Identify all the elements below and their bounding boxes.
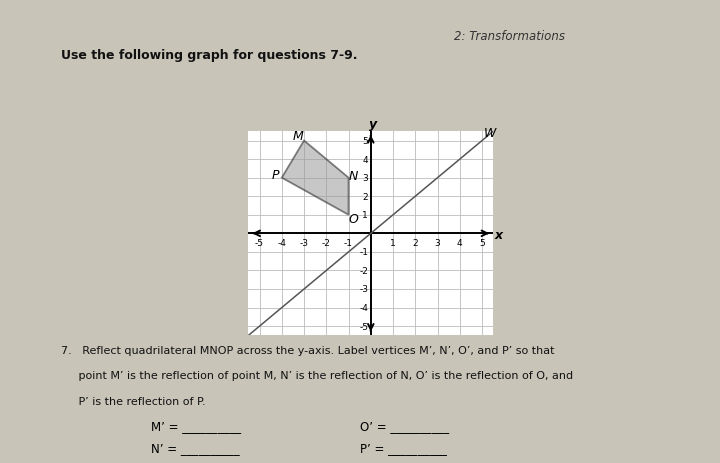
Text: O: O xyxy=(348,213,358,225)
Text: P’ is the reflection of P.: P’ is the reflection of P. xyxy=(61,396,206,406)
Text: 2: 2 xyxy=(362,192,368,201)
Text: P: P xyxy=(271,169,279,182)
Text: 3: 3 xyxy=(362,174,368,183)
Text: W: W xyxy=(484,126,496,139)
Text: N’ = __________: N’ = __________ xyxy=(151,441,240,454)
Text: y: y xyxy=(369,118,377,131)
Polygon shape xyxy=(282,141,348,215)
Text: -4: -4 xyxy=(277,238,287,247)
Text: 3: 3 xyxy=(435,238,441,247)
Text: -3: -3 xyxy=(300,238,309,247)
Text: -3: -3 xyxy=(359,285,368,294)
Text: O’ = __________: O’ = __________ xyxy=(360,419,449,432)
Text: M’ = __________: M’ = __________ xyxy=(151,419,241,432)
Text: -1: -1 xyxy=(359,248,368,257)
Text: 1: 1 xyxy=(390,238,396,247)
Text: 4: 4 xyxy=(457,238,463,247)
Text: 5: 5 xyxy=(362,137,368,146)
Text: x: x xyxy=(495,228,503,241)
Text: -2: -2 xyxy=(322,238,330,247)
Text: -5: -5 xyxy=(359,322,368,331)
Text: 7.   Reflect quadrilateral MNOP across the y-axis. Label vertices M’, N’, O’, an: 7. Reflect quadrilateral MNOP across the… xyxy=(61,345,554,355)
Text: 4: 4 xyxy=(362,155,368,164)
Text: M: M xyxy=(293,130,304,143)
Text: 2: 2 xyxy=(413,238,418,247)
Text: -1: -1 xyxy=(344,238,353,247)
Text: point M’ is the reflection of point M, N’ is the reflection of N, O’ is the refl: point M’ is the reflection of point M, N… xyxy=(61,370,573,381)
Text: 5: 5 xyxy=(480,238,485,247)
Text: -4: -4 xyxy=(359,303,368,313)
Text: P’ = __________: P’ = __________ xyxy=(360,441,447,454)
Text: 2: Transformations: 2: Transformations xyxy=(454,30,564,43)
Text: -5: -5 xyxy=(255,238,264,247)
Text: -2: -2 xyxy=(359,266,368,275)
Text: N: N xyxy=(348,170,358,183)
Text: Use the following graph for questions 7-9.: Use the following graph for questions 7-… xyxy=(61,49,358,62)
Text: 1: 1 xyxy=(362,211,368,220)
